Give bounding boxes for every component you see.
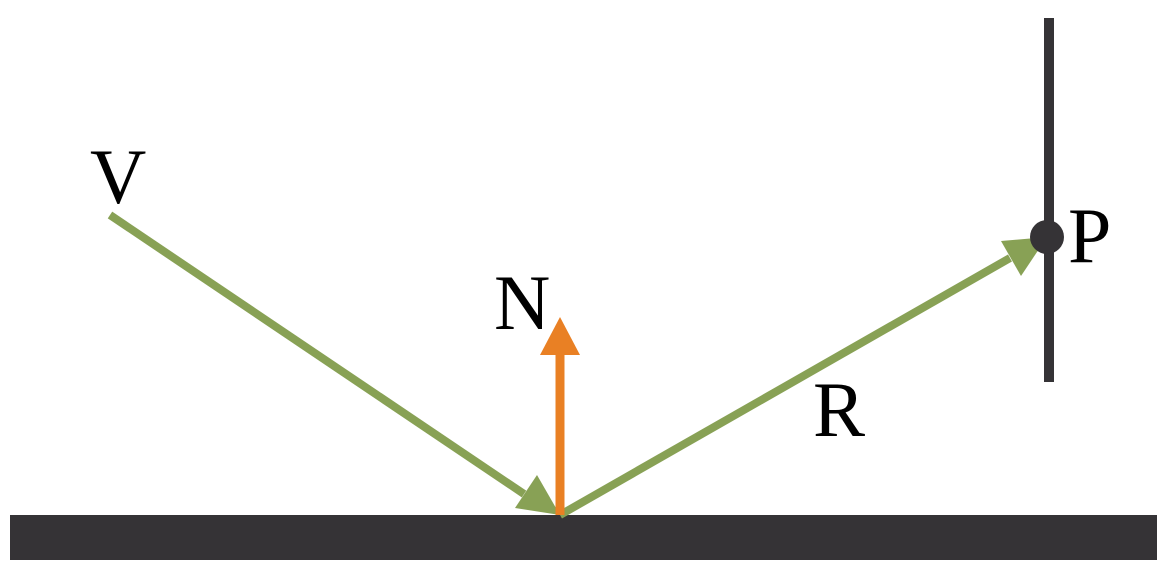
label-n: N: [494, 259, 550, 346]
view-ray-arrowhead: [515, 475, 560, 515]
label-v: V: [90, 133, 146, 220]
point-p-marker: [1030, 220, 1064, 254]
reflecting-surface: [10, 515, 1157, 560]
view-ray: [107, 211, 527, 498]
normal-arrowhead: [540, 317, 580, 355]
label-r: R: [813, 366, 865, 453]
reflected-ray: [558, 254, 1012, 519]
label-p: P: [1068, 192, 1111, 279]
